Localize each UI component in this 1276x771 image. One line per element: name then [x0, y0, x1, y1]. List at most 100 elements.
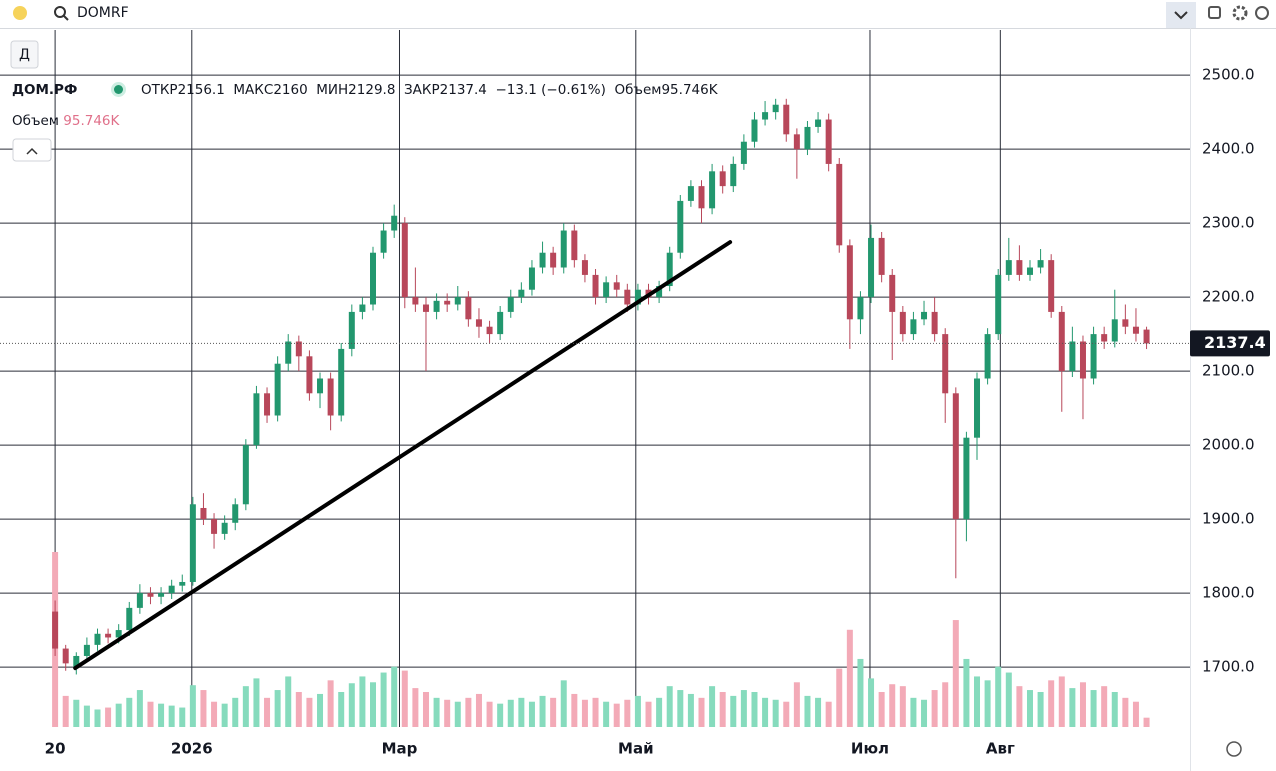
volume-bar [677, 690, 684, 727]
volume-bar [836, 668, 843, 727]
volume-bar [1037, 692, 1044, 727]
candle-body [878, 237, 885, 275]
volume-bar [317, 693, 324, 727]
volume-bar [391, 666, 398, 727]
volume-bar [952, 620, 959, 727]
candle-body [1132, 326, 1139, 334]
candle-body [709, 171, 716, 209]
x-tick-label: Авг [986, 740, 1015, 758]
candle-body [444, 300, 451, 305]
candle-body [105, 633, 112, 638]
candle-body [804, 126, 811, 150]
volume-bar [740, 690, 747, 727]
legend-change: −13.1 (−0.61%) [495, 82, 606, 98]
volume-bar [868, 678, 875, 727]
volume-bar [1079, 682, 1086, 727]
volume-bar [974, 676, 981, 727]
search-icon[interactable] [54, 6, 66, 18]
volume-bar [921, 699, 928, 727]
volume-bar [1026, 690, 1033, 727]
volume-bar [1048, 680, 1055, 727]
candle-body [825, 119, 832, 164]
last-price-box [1190, 330, 1270, 357]
candle-body [1101, 334, 1108, 342]
volume-bar [359, 676, 366, 727]
volume-bar [656, 697, 663, 727]
volume-bar [338, 692, 345, 727]
volume-bar [465, 697, 472, 727]
volume-bar [783, 701, 790, 727]
legend-title: ДОМ.РФ [12, 82, 78, 98]
candle-body [634, 289, 641, 305]
search-query[interactable]: DOMRF [77, 5, 129, 21]
status-dot [113, 85, 123, 94]
x-tick-label: Май [618, 740, 654, 758]
volume-bar [232, 697, 239, 727]
candle-body [1037, 260, 1044, 268]
volume-bar [613, 703, 620, 727]
candle-body [730, 163, 737, 187]
interval-button[interactable] [10, 40, 39, 69]
volume-bar [825, 701, 832, 727]
candle-body [539, 252, 546, 268]
volume-bar [380, 672, 387, 727]
volume-bar [475, 693, 482, 727]
volume-bar [94, 709, 101, 727]
candle-body [370, 252, 377, 305]
status-dot [13, 6, 27, 20]
volume-bar [878, 692, 885, 727]
candle-body [868, 237, 875, 298]
volume-bar [295, 692, 302, 727]
gear-button[interactable] [1255, 6, 1269, 20]
volume-bar [168, 705, 175, 727]
candle-body [762, 112, 769, 120]
window-button[interactable] [1208, 6, 1221, 19]
candle-body [571, 230, 578, 261]
volume-bar [147, 701, 154, 727]
candle-body [581, 260, 588, 275]
settings-button[interactable] [1232, 5, 1248, 21]
candle-body [507, 297, 514, 312]
y-tick-label: 2400.0 [1202, 140, 1255, 158]
volume-bar [1101, 686, 1108, 727]
volume-bar [158, 703, 165, 727]
volume-bar [963, 658, 970, 727]
volume-bar [105, 707, 112, 727]
volume-bar [762, 697, 769, 727]
volume-bar [83, 705, 90, 727]
x-tick-label: 20 [45, 740, 66, 758]
y-tick-label: 2000.0 [1202, 436, 1255, 454]
volume-bar [889, 684, 896, 727]
candle-body [232, 504, 239, 523]
candle-body [666, 252, 673, 287]
candle-body [189, 504, 196, 582]
candle-body [242, 445, 249, 505]
volume-bar [433, 697, 440, 727]
reset-button[interactable] [1226, 741, 1242, 757]
candle-body [1016, 260, 1023, 275]
volume-bar [486, 701, 493, 727]
top-bar [0, 0, 1276, 28]
candle-body [560, 230, 567, 268]
trend-line [73, 240, 733, 671]
volume-bar [857, 658, 864, 727]
candle-body [1026, 267, 1033, 275]
volume-bar [136, 690, 143, 727]
volume-bar [719, 692, 726, 727]
volume-bar [412, 688, 419, 727]
volume-bar [1090, 690, 1097, 727]
candle-body [285, 341, 292, 364]
collapse-button[interactable] [1166, 2, 1196, 28]
volume-bar [221, 703, 228, 727]
volume-bar [1111, 692, 1118, 727]
volume-bar [910, 697, 917, 727]
candle-body [592, 274, 599, 298]
volume-bar [62, 695, 69, 727]
candle-body [1111, 319, 1118, 342]
candle-body [1069, 341, 1076, 372]
x-tick-label: Июл [851, 740, 889, 758]
volume-bar [772, 699, 779, 727]
volume-bar [698, 697, 705, 727]
